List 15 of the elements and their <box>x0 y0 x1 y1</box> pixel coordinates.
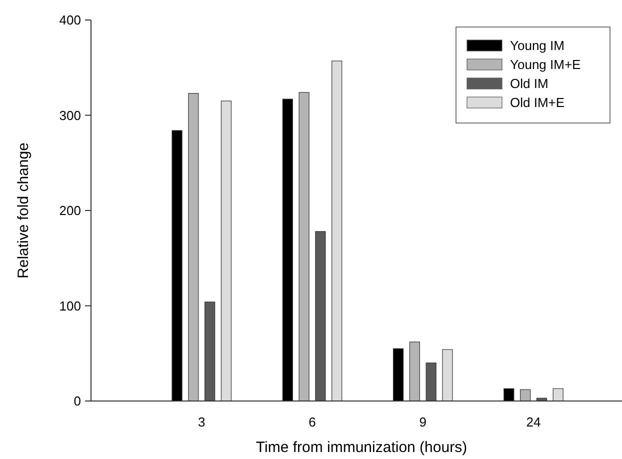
x-tick-label: 24 <box>526 414 541 430</box>
x-tick-label: 3 <box>198 414 206 430</box>
y-axis-title: Relative fold change <box>15 142 32 278</box>
y-tick-label: 300 <box>59 108 81 123</box>
x-tick-label: 6 <box>308 414 316 430</box>
y-tick-label: 0 <box>74 394 81 409</box>
y-tick-label: 100 <box>59 298 81 314</box>
x-axis-title: Time from immunization (hours) <box>256 439 468 456</box>
legend-label: Old IM+E <box>510 95 565 110</box>
y-tick-label: 200 <box>59 203 81 218</box>
legend-label: Young IM <box>510 38 564 53</box>
legend-label: Young IM+E <box>510 57 582 72</box>
legend-label: Old IM <box>510 76 548 91</box>
x-tick-label: 9 <box>419 414 426 430</box>
y-tick-label: 400 <box>59 12 81 28</box>
